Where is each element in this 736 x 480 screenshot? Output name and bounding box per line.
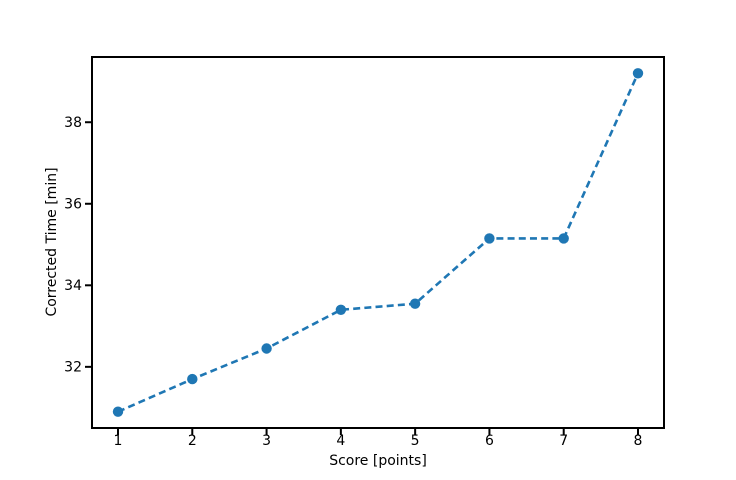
y-tick-label: 34 [64,278,82,294]
x-tick-label: 3 [262,433,271,449]
data-point-marker [632,68,644,79]
data-point-marker [335,304,347,315]
data-point-marker [558,233,569,244]
y-tick-label: 38 [64,115,82,131]
x-tick-label: 7 [559,433,568,449]
axes-spines [91,56,665,429]
y-tick-label: 36 [64,197,82,213]
data-line [117,72,640,413]
x-axis-label: Score [points] [329,453,427,469]
y-tick-label: 32 [64,360,82,376]
x-tick-label: 4 [336,433,345,449]
x-tick-label: 5 [411,433,420,449]
x-tick-label: 6 [485,433,494,449]
data-point-marker [187,373,198,385]
x-tick-label: 1 [114,433,123,449]
data-point-marker [484,233,495,244]
x-tick-label: 2 [188,433,197,449]
y-axis-label: Corrected Time [min] [44,167,60,316]
data-point-marker [261,343,272,354]
data-point-marker [409,298,421,309]
x-tick-label: 8 [634,433,643,449]
data-point-marker [112,406,124,417]
